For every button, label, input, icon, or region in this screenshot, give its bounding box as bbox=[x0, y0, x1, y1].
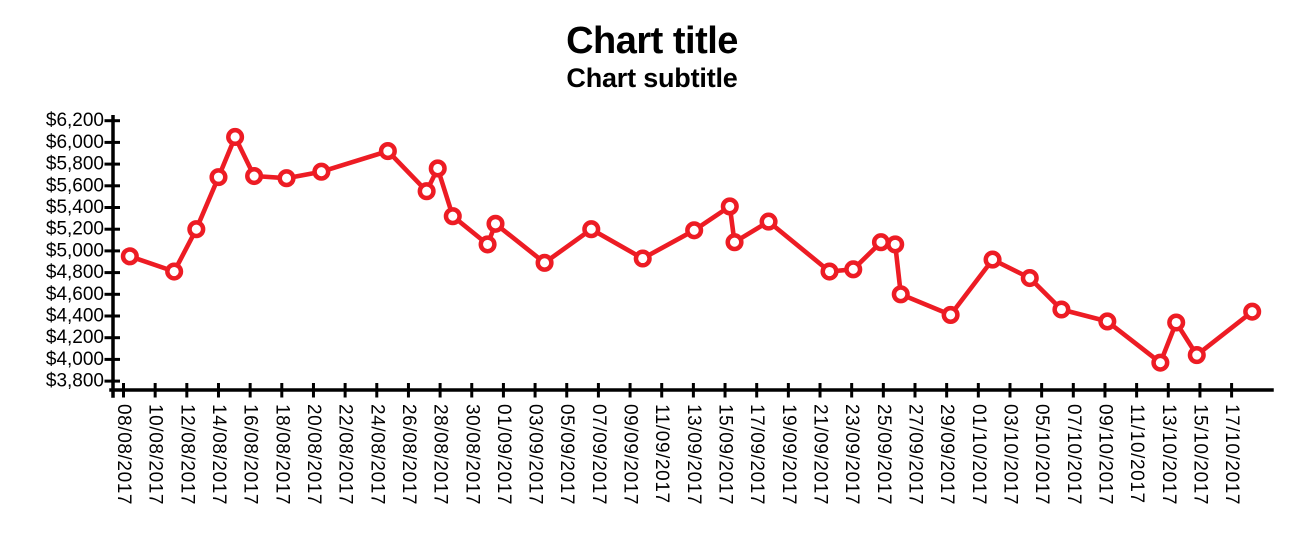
data-point-marker[interactable] bbox=[187, 220, 206, 239]
data-point-marker[interactable] bbox=[245, 166, 264, 186]
x-tick-label: 01/10/2017 bbox=[968, 404, 989, 505]
x-tick-label: 23/09/2017 bbox=[841, 404, 862, 505]
x-tick-label: 24/08/2017 bbox=[366, 404, 387, 505]
data-point-marker[interactable] bbox=[1052, 300, 1071, 319]
x-tick-label: 07/09/2017 bbox=[588, 404, 609, 505]
x-tick-label: 17/09/2017 bbox=[746, 404, 767, 505]
x-tick-label: 05/10/2017 bbox=[1031, 404, 1052, 505]
x-tick-label: 01/09/2017 bbox=[493, 404, 514, 505]
x-tick-label: 05/09/2017 bbox=[556, 404, 577, 505]
y-tick-label: $5,400 bbox=[46, 197, 104, 218]
x-tick-label: 03/09/2017 bbox=[525, 404, 546, 505]
data-point-marker[interactable] bbox=[277, 169, 296, 188]
x-tick-label: 13/09/2017 bbox=[683, 404, 704, 505]
chart-title: Chart title bbox=[566, 20, 738, 62]
x-tick-label: 11/09/2017 bbox=[651, 404, 672, 504]
data-point-marker[interactable] bbox=[844, 260, 863, 279]
x-tick-label: 11/10/2017 bbox=[1126, 404, 1147, 504]
y-tick-label: $5,000 bbox=[46, 240, 104, 261]
data-point-marker[interactable] bbox=[1020, 268, 1039, 288]
data-point-marker[interactable] bbox=[486, 214, 505, 233]
chart-subtitle: Chart subtitle bbox=[566, 63, 738, 93]
data-point-marker[interactable] bbox=[165, 262, 184, 281]
data-point-marker[interactable] bbox=[685, 221, 704, 240]
x-tick-label: 26/08/2017 bbox=[398, 404, 419, 505]
data-point-marker[interactable] bbox=[226, 127, 245, 147]
data-point-marker[interactable] bbox=[759, 212, 778, 231]
data-point-marker[interactable] bbox=[378, 142, 397, 161]
y-tick-label: $6,000 bbox=[46, 132, 104, 153]
series-line bbox=[127, 134, 1255, 366]
data-point-marker[interactable] bbox=[478, 235, 497, 254]
x-tick-label: 09/10/2017 bbox=[1094, 404, 1115, 505]
x-tick-label: 18/08/2017 bbox=[271, 404, 292, 505]
data-point-marker[interactable] bbox=[633, 249, 652, 268]
x-tick-label: 09/09/2017 bbox=[620, 404, 641, 505]
data-point-marker[interactable] bbox=[120, 247, 139, 266]
data-point-marker[interactable] bbox=[428, 159, 447, 178]
data-point-marker[interactable] bbox=[886, 235, 905, 254]
x-tick-label: 20/08/2017 bbox=[303, 404, 324, 505]
data-point-marker[interactable] bbox=[443, 207, 462, 226]
x-tick-label: 08/08/2017 bbox=[113, 404, 134, 505]
data-point-marker[interactable] bbox=[582, 220, 601, 239]
data-point-marker[interactable] bbox=[983, 250, 1002, 269]
y-tick-label: $5,200 bbox=[46, 219, 104, 240]
y-tick-label: $6,200 bbox=[46, 110, 104, 131]
x-tick-label: 25/09/2017 bbox=[873, 404, 894, 505]
x-tick-label: 21/09/2017 bbox=[810, 404, 831, 505]
data-point-marker[interactable] bbox=[1098, 312, 1117, 331]
x-tick-label: 07/10/2017 bbox=[1063, 404, 1084, 505]
x-tick-label: 14/08/2017 bbox=[208, 404, 229, 505]
x-tick-label: 27/09/2017 bbox=[905, 404, 926, 505]
data-point-marker[interactable] bbox=[417, 182, 436, 201]
data-point-marker[interactable] bbox=[725, 233, 744, 252]
x-tick-label: 15/10/2017 bbox=[1189, 404, 1210, 505]
y-tick-label: $5,600 bbox=[46, 175, 104, 196]
y-tick-label: $4,200 bbox=[46, 327, 104, 348]
x-tick-label: 10/08/2017 bbox=[145, 404, 166, 505]
x-tick-label: 17/10/2017 bbox=[1221, 404, 1242, 505]
data-point-marker[interactable] bbox=[1243, 302, 1262, 321]
x-tick-label: 22/08/2017 bbox=[335, 404, 356, 505]
y-tick-label: $4,600 bbox=[46, 284, 104, 305]
x-tick-label: 12/08/2017 bbox=[176, 404, 197, 505]
y-tick-label: $4,000 bbox=[46, 349, 104, 370]
y-tick-label: $3,800 bbox=[46, 371, 104, 392]
x-tick-label: 28/08/2017 bbox=[430, 404, 451, 505]
data-point-marker[interactable] bbox=[1187, 346, 1206, 365]
y-tick-label: $4,800 bbox=[46, 262, 104, 283]
data-point-marker[interactable] bbox=[871, 233, 891, 252]
data-point-marker[interactable] bbox=[941, 305, 960, 324]
x-tick-label: 03/10/2017 bbox=[999, 404, 1020, 505]
data-point-marker[interactable] bbox=[209, 168, 228, 187]
x-tick-label: 15/09/2017 bbox=[715, 404, 736, 505]
data-point-marker[interactable] bbox=[720, 197, 739, 216]
data-point-marker[interactable] bbox=[535, 253, 554, 272]
data-point-marker[interactable] bbox=[820, 262, 839, 281]
x-tick-label: 19/09/2017 bbox=[778, 404, 799, 505]
data-point-marker[interactable] bbox=[1151, 353, 1170, 372]
x-tick-label: 13/10/2017 bbox=[1158, 404, 1179, 505]
data-point-marker[interactable] bbox=[1167, 313, 1186, 332]
x-tick-label: 29/09/2017 bbox=[936, 404, 957, 505]
y-tick-label: $4,400 bbox=[46, 306, 104, 327]
x-tick-label: 16/08/2017 bbox=[240, 404, 261, 505]
y-tick-label: $5,800 bbox=[46, 154, 104, 175]
data-point-marker[interactable] bbox=[891, 285, 910, 304]
x-tick-label: 30/08/2017 bbox=[461, 404, 482, 505]
data-point-marker[interactable] bbox=[312, 162, 331, 181]
